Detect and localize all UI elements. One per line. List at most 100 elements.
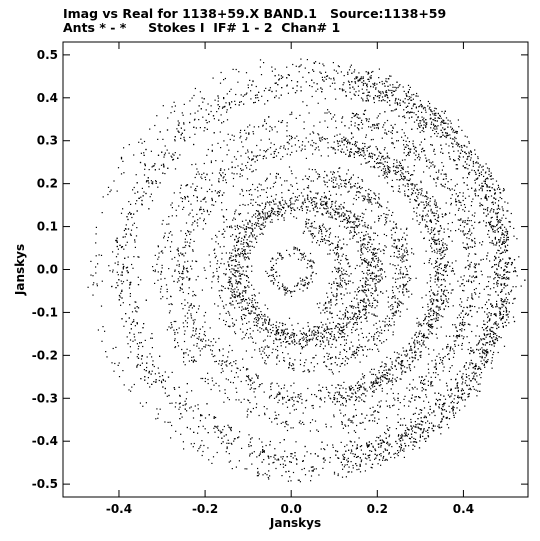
data-point: [252, 407, 254, 410]
data-point: [245, 286, 247, 288]
data-point: [286, 130, 288, 132]
data-point: [405, 171, 407, 173]
data-point: [435, 362, 437, 364]
data-point: [373, 411, 375, 413]
data-point: [350, 178, 352, 180]
data-point: [436, 206, 439, 208]
data-point: [279, 203, 281, 205]
data-point: [296, 334, 298, 336]
data-point: [427, 204, 430, 206]
data-point: [361, 187, 363, 189]
data-point: [272, 156, 274, 159]
data-point: [439, 207, 441, 210]
data-point: [432, 372, 435, 374]
data-point: [296, 400, 298, 402]
data-point: [294, 285, 296, 287]
data-point: [366, 295, 368, 297]
data-point: [255, 321, 257, 323]
data-point: [386, 405, 388, 407]
data-point: [171, 258, 173, 260]
data-point: [283, 206, 285, 209]
data-point: [441, 162, 443, 164]
data-point: [401, 255, 403, 257]
data-point: [378, 320, 381, 322]
data-point: [379, 377, 381, 379]
data-point: [286, 332, 289, 334]
data-point: [360, 244, 362, 246]
data-point: [256, 144, 258, 147]
data-point: [223, 216, 225, 218]
data-point: [205, 277, 207, 279]
data-point: [330, 146, 332, 148]
data-point: [403, 284, 405, 286]
data-point: [294, 200, 296, 202]
data-point: [443, 249, 445, 252]
data-point: [457, 344, 460, 346]
data-point: [350, 306, 352, 308]
data-point: [361, 262, 363, 264]
data-point: [386, 393, 388, 395]
data-point: [421, 190, 423, 192]
data-point: [297, 396, 299, 398]
data-point: [399, 286, 401, 288]
data-point: [264, 207, 266, 209]
data-point: [343, 415, 345, 417]
data-point: [418, 204, 420, 206]
data-point: [311, 330, 313, 332]
data-point: [367, 161, 369, 163]
data-point: [269, 204, 271, 206]
data-point: [392, 405, 394, 407]
data-point: [347, 263, 349, 265]
data-point: [412, 145, 415, 147]
data-point: [358, 339, 360, 341]
data-point: [264, 315, 266, 317]
data-point: [336, 248, 338, 251]
data-point: [318, 384, 320, 386]
data-point: [267, 335, 269, 337]
data-point: [474, 263, 476, 265]
data-point: [364, 286, 366, 288]
data-point: [435, 364, 437, 366]
data-point: [426, 225, 429, 228]
data-point: [405, 259, 407, 261]
data-point: [361, 195, 363, 197]
data-point: [382, 168, 384, 170]
data-point: [256, 225, 258, 227]
data-point: [229, 282, 231, 284]
data-point: [297, 188, 299, 190]
data-point: [163, 237, 165, 239]
data-point: [396, 357, 398, 359]
data-point: [228, 363, 231, 365]
data-point: [301, 402, 303, 404]
data-point: [398, 303, 400, 305]
data-point: [430, 219, 432, 221]
data-point: [425, 160, 428, 162]
data-point: [330, 113, 332, 115]
data-point: [286, 390, 288, 392]
data-point: [296, 249, 298, 251]
data-point: [319, 302, 321, 304]
data-point: [440, 289, 443, 291]
data-point: [308, 219, 310, 221]
data-point: [310, 338, 312, 340]
data-point: [354, 322, 356, 324]
data-point: [250, 310, 252, 312]
data-point: [331, 316, 333, 319]
data-point: [470, 305, 472, 307]
data-point: [209, 327, 211, 329]
data-point: [338, 336, 340, 339]
data-point: [435, 333, 437, 335]
data-point: [384, 161, 386, 163]
data-point: [325, 197, 327, 199]
data-point: [432, 302, 434, 304]
data-point: [376, 158, 378, 160]
data-point: [458, 335, 460, 337]
data-point: [382, 292, 384, 294]
data-point: [178, 263, 180, 266]
data-point: [360, 163, 362, 165]
data-point: [408, 195, 410, 197]
data-point: [281, 184, 283, 186]
data-point: [290, 170, 292, 172]
data-point: [387, 329, 389, 331]
data-point: [426, 213, 428, 215]
